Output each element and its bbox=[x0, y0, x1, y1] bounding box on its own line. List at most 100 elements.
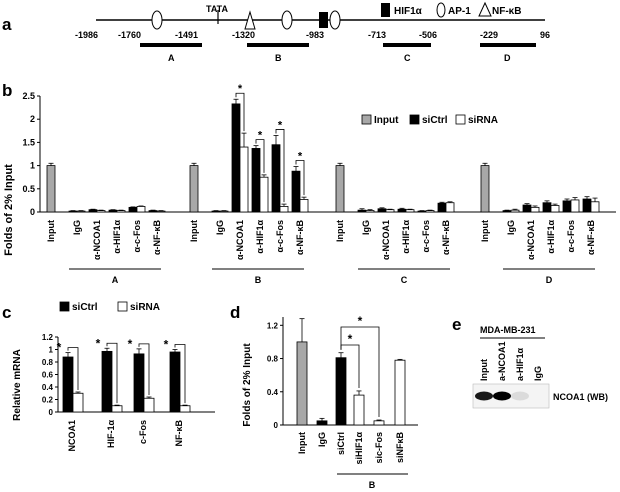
pos-506: -506 bbox=[419, 30, 437, 40]
region-c-bar bbox=[383, 43, 431, 47]
b-xlabel: α-NCOA1 bbox=[92, 220, 102, 260]
hif1a-site bbox=[319, 12, 328, 28]
c-y-tick-label: 1 bbox=[49, 346, 54, 355]
b-bar-ctrl-D bbox=[562, 200, 572, 213]
c-sig-star: * bbox=[128, 337, 133, 351]
lane-label: a-HIF1α bbox=[515, 347, 525, 381]
western-blot-band bbox=[493, 391, 511, 401]
d-y-tick-label: 0.8 bbox=[267, 355, 279, 364]
region-c-label: C bbox=[404, 53, 411, 63]
b-bar-ctrl-B bbox=[271, 144, 281, 213]
b-bar-ctrl-D bbox=[502, 210, 512, 213]
b-xlabel: α-HIF1α bbox=[255, 220, 265, 254]
d-y-tick-label: 1.2 bbox=[267, 321, 279, 330]
c-y-tick-label: 0.8 bbox=[42, 358, 54, 367]
b-bar-input-B bbox=[189, 165, 199, 213]
region-b-label: B bbox=[275, 53, 282, 63]
b-bar-ctrl-D bbox=[542, 202, 552, 213]
ap1-site-3 bbox=[329, 10, 341, 30]
pos-1760: -1760 bbox=[118, 30, 141, 40]
b-xlabel: α-c-Fos bbox=[566, 220, 576, 253]
panel-e: e MDA-MB-231 Input a-NCOA1 a-HIF1α IgG NCOA… bbox=[452, 315, 608, 409]
d-xlabel: IgG bbox=[317, 432, 327, 447]
region-a-label: A bbox=[168, 53, 175, 63]
b-legend-label: Input bbox=[374, 115, 399, 126]
d-sig-star: * bbox=[358, 314, 363, 328]
western-blot-band bbox=[475, 391, 493, 401]
b-bar-ctrl-A bbox=[108, 209, 118, 213]
c-sig-bracket bbox=[67, 347, 79, 390]
b-xlabel: α-NF-κB bbox=[586, 220, 596, 256]
c-sig-star: * bbox=[164, 338, 169, 352]
b-xlabel: Input bbox=[46, 220, 56, 242]
d-bar bbox=[394, 359, 406, 426]
pos-96: 96 bbox=[540, 30, 550, 40]
panel-c: c Relative mRNA 00.20.40.60.811.2*NCOA1*… bbox=[2, 301, 215, 452]
b-group-label: C bbox=[401, 275, 408, 285]
b-sig-star: * bbox=[298, 151, 303, 163]
b-xlabel: α-c-Fos bbox=[132, 220, 142, 253]
b-xlabel: α-HIF1α bbox=[401, 220, 411, 254]
b-bar-rna-B bbox=[259, 176, 269, 213]
b-xlabel: α-NF-κB bbox=[441, 220, 451, 256]
panel-b-chart: 0 0.5 1 1.5 2 2.5 Input IgG α-NCOA1 α-HIF1α α-c-Fo… bbox=[22, 83, 616, 285]
b-legend-swatch-siCtrl bbox=[409, 114, 420, 125]
pos-1491: -1491 bbox=[175, 30, 198, 40]
d-sig-bracket bbox=[340, 326, 380, 418]
c-bar-ctrl bbox=[101, 350, 113, 413]
b-y-tick-label: 1 bbox=[30, 161, 35, 171]
legend-nfkb: NF-κB bbox=[492, 6, 521, 17]
b-bar-rna-C bbox=[365, 210, 375, 213]
panel-a-label: a bbox=[2, 15, 12, 34]
b-bar-rna-D bbox=[550, 205, 560, 213]
ap1-site-2 bbox=[281, 10, 293, 30]
b-bar-rna-B bbox=[239, 146, 249, 213]
b-legend-label: siCtrl bbox=[422, 115, 448, 126]
b-y-tick-label: 2.5 bbox=[22, 91, 35, 101]
b-sig-bracket bbox=[235, 92, 245, 132]
d-group-label: B bbox=[369, 480, 376, 490]
d-y-tick-label: 0 bbox=[274, 421, 279, 430]
d-xlabel: siNFκB bbox=[395, 432, 405, 464]
region-b-bar bbox=[247, 43, 309, 47]
b-group-label: B bbox=[255, 275, 262, 285]
d-bar bbox=[296, 341, 308, 426]
pos-1986: -1986 bbox=[75, 30, 98, 40]
c-bar-rna bbox=[111, 405, 123, 413]
c-sig-star: * bbox=[57, 341, 62, 355]
region-d-bar bbox=[480, 43, 536, 47]
d-xlabel: siCtrl bbox=[336, 432, 346, 455]
b-sig-star: * bbox=[238, 83, 243, 95]
d-y-tick-label: 0.4 bbox=[267, 388, 279, 397]
b-group-label: D bbox=[546, 275, 553, 285]
legend-nfkb-icon bbox=[478, 1, 492, 17]
b-sig-bracket bbox=[295, 160, 305, 196]
c-bar-ctrl bbox=[62, 356, 74, 413]
c-bar-rna bbox=[179, 405, 191, 413]
b-bar-rna-A bbox=[96, 210, 106, 213]
c-sig-bracket bbox=[106, 342, 118, 404]
panel-b-label: b bbox=[2, 81, 12, 100]
panel-c-chart: 00.20.40.60.811.2*NCOA1*HIF-1α*c-Fos*NF-… bbox=[42, 301, 215, 452]
c-y-tick-label: 0.4 bbox=[42, 383, 54, 392]
b-xlabel: α-NF-κB bbox=[152, 220, 162, 256]
c-xlabel: c-Fos bbox=[138, 420, 148, 444]
b-legend-label: siRNA bbox=[468, 115, 498, 126]
b-bar-input-A bbox=[46, 165, 56, 213]
b-bar-ctrl-A bbox=[128, 206, 138, 213]
pos-1320: -1320 bbox=[232, 30, 255, 40]
b-xlabel: IgG bbox=[215, 220, 225, 235]
b-xlabel: IgG bbox=[506, 220, 516, 235]
panel-b-ylabel: Folds of 2% Input bbox=[3, 164, 15, 256]
lane-label: IgG bbox=[533, 366, 543, 381]
b-bar-ctrl-A bbox=[88, 209, 98, 213]
b-bar-input-C bbox=[335, 165, 345, 213]
b-xlabel: α-NCOA1 bbox=[526, 220, 536, 260]
b-bar-rna-C bbox=[385, 209, 395, 213]
lane-label: a-NCOA1 bbox=[497, 341, 507, 381]
pos-713: -713 bbox=[368, 30, 386, 40]
c-y-tick-label: 1.2 bbox=[42, 333, 54, 342]
b-bar-rna-A bbox=[156, 210, 166, 213]
c-legend-label: siCtrl bbox=[72, 302, 98, 313]
